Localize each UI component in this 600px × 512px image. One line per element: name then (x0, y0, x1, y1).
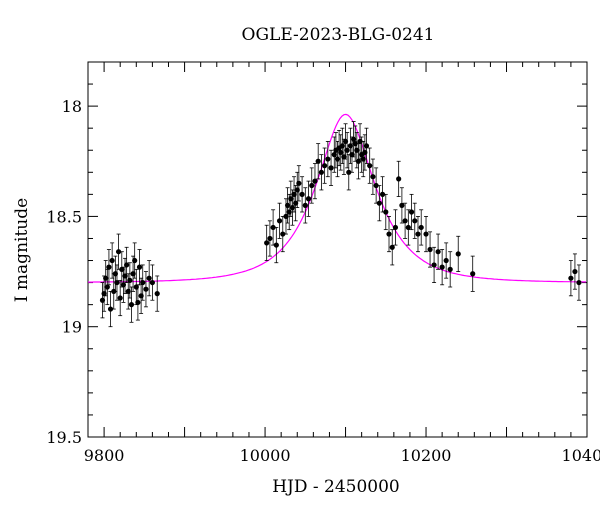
model-curve (88, 113, 586, 283)
data-point (572, 268, 578, 275)
data-point (412, 218, 418, 224)
data-point (344, 147, 350, 153)
data-point (318, 169, 325, 175)
plot-area: 9800 10000 10200 10400 18 18.5 19 19.5 (46, 61, 600, 465)
data-point (273, 242, 279, 248)
data-point (408, 209, 415, 215)
data-point (143, 286, 149, 292)
data-point (470, 271, 476, 277)
data-point (107, 306, 114, 312)
data-point (328, 165, 334, 171)
data-point (423, 231, 429, 237)
data-point (373, 182, 379, 189)
data-point (576, 279, 582, 286)
data-point (322, 163, 328, 169)
data-point (135, 299, 141, 306)
data-point (132, 257, 138, 264)
data-point (154, 291, 160, 297)
data-point (296, 180, 302, 186)
data-point (276, 218, 283, 224)
data-point (146, 275, 152, 281)
data-point (346, 169, 352, 175)
data-point (305, 196, 312, 202)
data-point (431, 262, 437, 268)
data-point (128, 302, 135, 308)
data-point (455, 251, 461, 257)
data-point (124, 262, 130, 268)
data-point (376, 200, 382, 206)
data-point (309, 182, 315, 189)
data-point (447, 266, 453, 272)
data-point (415, 231, 421, 237)
data-point (140, 279, 146, 286)
data-point (149, 279, 155, 286)
x-tick-label: 9800 (84, 446, 125, 465)
data-point (405, 224, 411, 231)
data-point (396, 176, 402, 182)
data-point (280, 231, 286, 237)
y-tick-label: 19.5 (46, 428, 82, 447)
x-tick-label: 10000 (240, 446, 291, 465)
x-axis-label: HJD - 2450000 (272, 477, 400, 497)
data-point (418, 224, 424, 231)
data-point (363, 143, 370, 149)
data-point (399, 202, 405, 208)
data-point (270, 224, 276, 231)
data-point (383, 209, 389, 215)
y-tick-label: 19 (62, 318, 82, 337)
data-point (299, 191, 305, 197)
data-point (267, 235, 273, 242)
data-point (439, 264, 445, 270)
data-point (114, 279, 120, 286)
data-point (435, 249, 441, 255)
data-point (117, 295, 123, 301)
data-point (367, 163, 373, 169)
data-point (325, 156, 331, 162)
data-point (136, 264, 143, 270)
y-axis-label: I magnitude (12, 198, 32, 302)
data-point (386, 231, 392, 237)
data-point (370, 174, 376, 180)
y-tick-label: 18.5 (46, 207, 82, 226)
y-tick-label: 18 (62, 97, 82, 116)
data-point (355, 158, 362, 164)
data-point (264, 240, 270, 246)
data-point (392, 224, 399, 231)
data-point (115, 249, 122, 255)
x-tick-label: 10200 (401, 446, 452, 465)
data-point (427, 246, 433, 253)
data-point (568, 275, 574, 281)
x-tick-label: 10400 (562, 446, 600, 465)
data-point (389, 244, 395, 250)
data-point (104, 284, 110, 290)
data-point (379, 191, 386, 197)
data-point (443, 257, 449, 264)
data-point (109, 257, 115, 264)
data-point (315, 158, 321, 164)
chart-title: OGLE-2023-BLG-0241 (242, 25, 435, 45)
plot-frame (87, 61, 588, 438)
data-point (127, 277, 133, 283)
data-point (402, 218, 408, 224)
data-point (302, 202, 308, 208)
data-point (312, 178, 318, 184)
data-point (106, 264, 112, 270)
